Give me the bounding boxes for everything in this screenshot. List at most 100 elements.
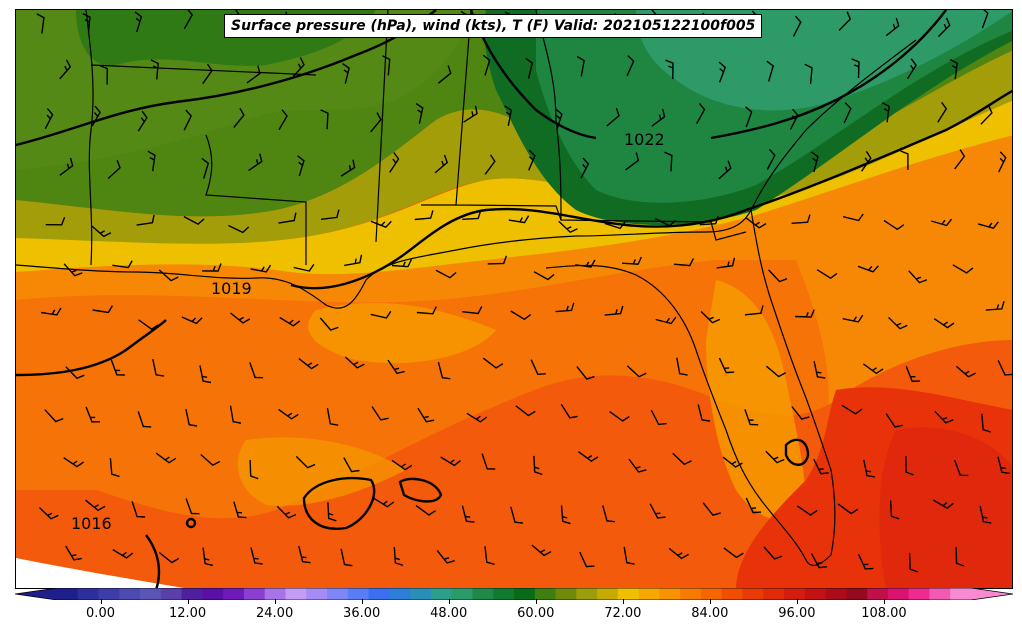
wind-barb	[525, 57, 534, 79]
wind-barb	[650, 409, 667, 426]
wind-barb	[977, 221, 999, 230]
wind-barb	[417, 407, 435, 423]
wind-barb	[555, 108, 563, 130]
wind-barb	[371, 406, 389, 421]
wind-barb	[150, 59, 159, 80]
wind-barb	[981, 413, 992, 433]
wind-barb	[626, 55, 635, 77]
colorbar-segment	[119, 588, 141, 600]
wind-barb	[763, 546, 783, 560]
wind-barb	[765, 365, 787, 378]
wind-barb	[861, 151, 872, 172]
wind-barb	[934, 410, 954, 424]
wind-barbs	[36, 10, 1012, 573]
wind-barb	[434, 154, 449, 174]
wind-barb	[804, 63, 813, 84]
wind-barb	[342, 63, 350, 84]
wind-barb	[530, 359, 546, 376]
wind-barb	[91, 105, 101, 127]
colorbar-segment	[368, 588, 390, 600]
colorbar-segment	[576, 588, 598, 600]
colorbar-segment	[223, 588, 245, 600]
wind-barb	[85, 499, 106, 512]
wind-barb	[44, 108, 54, 130]
wind-barb	[905, 366, 921, 382]
colorbar-segment	[950, 588, 972, 600]
wind-barb	[462, 306, 483, 315]
wind-barb	[837, 503, 859, 515]
wind-barb	[604, 305, 624, 316]
wind-barb	[134, 11, 143, 33]
wind-barb	[250, 264, 272, 273]
wind-barb	[768, 269, 788, 283]
colorbar-segment	[98, 588, 120, 600]
wind-barb	[716, 257, 736, 269]
wind-barb	[842, 314, 864, 323]
wind-barb	[40, 307, 62, 316]
wind-barb	[370, 310, 392, 319]
wind-barb	[900, 150, 909, 170]
wind-barb	[59, 157, 74, 176]
wind-barb	[229, 405, 242, 424]
wind-barb	[107, 160, 121, 180]
wind-barb	[319, 317, 339, 331]
wind-barb	[487, 255, 508, 265]
colorbar-segment	[534, 588, 557, 600]
colorbar-segment	[887, 588, 910, 600]
colorbar-segment	[77, 588, 100, 600]
wind-barb	[279, 316, 301, 327]
wind-barb	[249, 459, 259, 480]
wind-barb	[112, 260, 133, 269]
colorbar-segment	[929, 588, 951, 600]
wind-barb	[555, 302, 575, 313]
wind-barb	[791, 214, 811, 224]
wind-barb	[908, 270, 928, 284]
wind-barb	[340, 548, 353, 567]
wind-barb	[326, 407, 339, 426]
wind-barb	[137, 411, 152, 428]
wind-barb	[415, 504, 436, 516]
wind-barb	[200, 453, 221, 467]
wind-barb	[937, 17, 951, 38]
wind-barb	[320, 209, 340, 220]
wind-barb	[370, 112, 382, 133]
wind-barb	[391, 459, 413, 471]
wind-barb	[796, 505, 818, 516]
wind-barb	[416, 306, 437, 315]
wind-barb	[344, 254, 363, 267]
wind-barb	[718, 160, 732, 180]
wind-barb	[292, 57, 305, 77]
wind-barb	[937, 101, 948, 123]
wind-barb	[952, 264, 974, 274]
wind-barb	[63, 457, 85, 468]
wind-barb	[482, 357, 504, 369]
wind-barb	[482, 54, 491, 76]
colorbar-segment	[680, 588, 702, 600]
wind-barb	[138, 319, 159, 331]
wind-barb	[65, 545, 82, 561]
wind-barb	[649, 503, 666, 519]
wind-barb	[664, 151, 673, 172]
wind-barb	[700, 311, 721, 324]
colorbar-segment	[410, 588, 432, 600]
wind-barb	[985, 300, 1005, 311]
wind-barb	[202, 263, 222, 272]
wind-barb	[158, 551, 180, 564]
wind-barb	[997, 360, 1012, 376]
colorbar-tick-mark	[709, 599, 711, 604]
wind-barb	[389, 152, 400, 173]
wind-barb	[435, 269, 457, 279]
colorbar-segment	[514, 588, 536, 600]
colorbar-segment	[493, 588, 515, 600]
wind-barb	[533, 271, 555, 281]
wind-barb	[575, 259, 596, 268]
colorbar-tick-mark	[448, 599, 450, 604]
wind-barb	[65, 366, 85, 380]
wind-barb	[110, 359, 125, 376]
colorbar-segment	[327, 588, 349, 600]
wind-barb	[602, 505, 615, 523]
colorbar-extend-high	[971, 588, 1013, 600]
colorbar-tick-label: 0.00	[86, 606, 115, 621]
wind-barb	[391, 259, 413, 268]
wind-barb	[297, 155, 305, 177]
